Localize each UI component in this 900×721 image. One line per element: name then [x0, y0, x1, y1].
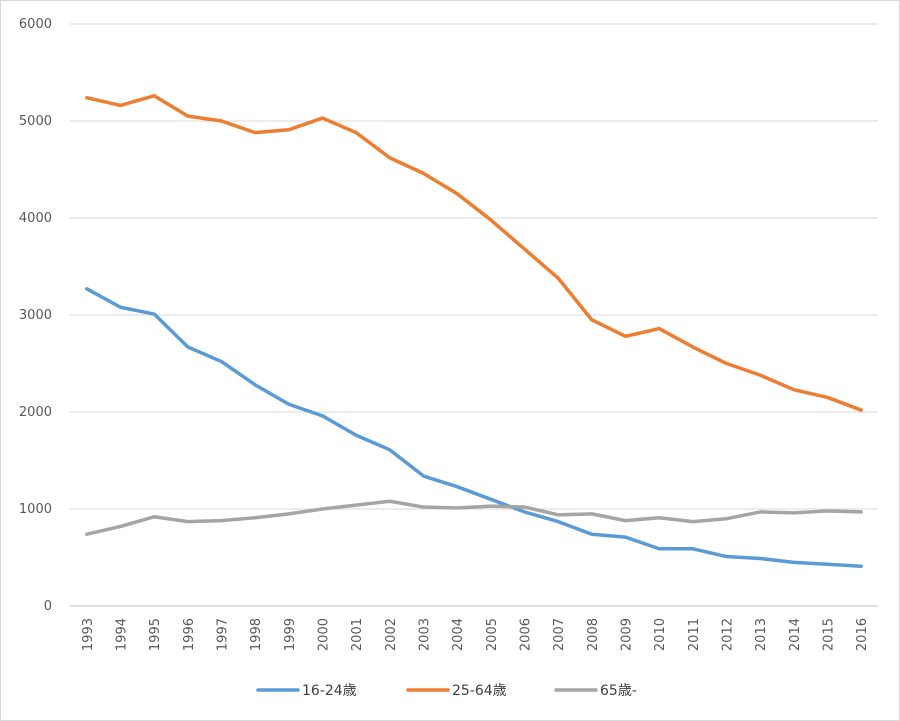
x-tick-label: 1993: [81, 618, 96, 651]
x-tick-label: 1998: [249, 618, 264, 651]
x-tick-label: 2000: [317, 618, 332, 651]
x-tick-label: 2008: [586, 618, 601, 651]
x-tick-label: 2012: [721, 618, 736, 651]
x-tick-label: 2011: [687, 618, 702, 651]
y-tick-label: 2000: [19, 405, 52, 420]
x-tick-label: 2014: [788, 618, 803, 651]
legend-label: 16-24歳: [302, 683, 357, 699]
x-tick-label: 2013: [754, 618, 769, 651]
y-tick-label: 4000: [19, 211, 52, 226]
series-line-1: [85, 287, 863, 568]
x-tick-label: 2001: [350, 618, 365, 651]
x-tick-label: 1997: [216, 618, 231, 651]
legend: 16-24歳 25-64歳 65歳-: [256, 683, 637, 699]
x-tick-label: 2010: [653, 618, 668, 651]
x-tick-label: 1999: [283, 618, 298, 651]
y-tick-label: 1000: [19, 502, 52, 517]
x-tick-label: 1994: [115, 618, 130, 651]
x-tick-label: 2009: [620, 618, 635, 651]
legend-label: 65歳-: [600, 683, 637, 699]
series-line-2: [85, 94, 863, 412]
x-tick-label: 2002: [384, 618, 399, 651]
x-tick-label: 2006: [519, 618, 534, 651]
series-lines: [85, 94, 863, 568]
y-axis-ticks: 0 1000 2000 3000 4000 5000 6000: [19, 17, 52, 614]
y-tick-label: 5000: [19, 114, 52, 129]
legend-label: 25-64歳: [452, 683, 507, 699]
y-tick-label: 0: [44, 599, 52, 614]
x-axis-ticks: 1993 1994 1995 1996 1997 1998 1999 2000 2001 2002…: [81, 618, 870, 651]
x-tick-label: 2015: [822, 618, 837, 651]
y-tick-label: 6000: [19, 17, 52, 32]
x-tick-label: 2007: [552, 618, 567, 651]
series-line-3: [85, 499, 863, 536]
legend-item: 16-24歳: [256, 683, 357, 699]
x-tick-label: 1995: [148, 618, 163, 651]
x-tick-label: 1996: [182, 618, 197, 651]
legend-item: 25-64歳: [406, 683, 507, 699]
y-tick-label: 3000: [19, 308, 52, 323]
legend-item: 65歳-: [554, 683, 637, 699]
gridlines: [70, 23, 878, 607]
x-tick-label: 2004: [451, 618, 466, 651]
x-tick-label: 2016: [855, 618, 870, 651]
x-tick-label: 2005: [485, 618, 500, 651]
x-tick-label: 2003: [418, 618, 433, 651]
